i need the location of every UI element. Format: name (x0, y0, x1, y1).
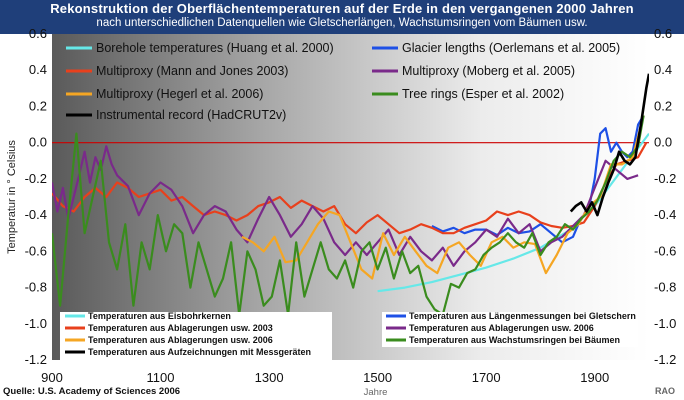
bottom-legend-label-0: Temperaturen aus Eisbohrkernen (88, 311, 231, 321)
x-axis-sublabel: Jahre (364, 387, 388, 398)
y-tick-left: 0.0 (29, 135, 47, 150)
y-tick-left: 0.6 (29, 26, 47, 41)
y-tick-left: -0.8 (25, 280, 47, 295)
y-tick-right: 0.6 (654, 26, 672, 41)
bottom-legend-label-2: Temperaturen aus Ablagerungen usw. 2003 (88, 323, 273, 333)
y-tick-right: -0.2 (654, 171, 676, 186)
x-tick-label: 1300 (255, 370, 284, 385)
x-tick-label: 1100 (147, 370, 175, 385)
x-tick-label: 900 (41, 370, 63, 385)
y-tick-right: -0.6 (654, 243, 676, 258)
title-band (0, 0, 684, 34)
credit-mark: RAO (655, 386, 675, 396)
y-tick-left: -1.0 (25, 316, 47, 331)
series-line-5 (52, 115, 645, 316)
y-tick-right: 0.2 (654, 98, 672, 113)
chart-subtitle: nach unterschiedlichen Datenquellen wie … (96, 17, 588, 29)
y-tick-left: -0.2 (25, 171, 47, 186)
x-tick-label: 1900 (580, 370, 609, 385)
x-tick-label: 1500 (363, 370, 392, 385)
legend-box-right (382, 312, 638, 347)
y-tick-right: -1.0 (654, 316, 676, 331)
y-tick-left: 0.4 (29, 62, 47, 77)
bottom-legend-label-6: Temperaturen aus Aufzeichnungen mit Mess… (88, 347, 311, 357)
y-tick-left: -1.2 (25, 352, 47, 367)
plot-background (52, 34, 649, 360)
y-tick-left: 0.2 (29, 98, 47, 113)
chart-title: Rekonstruktion der Oberflächentemperatur… (50, 1, 634, 16)
bottom-legend-label-4: Temperaturen aus Ablagerungen usw. 2006 (88, 335, 273, 345)
legend-label-4: Multiproxy (Hegerl et al. 2006) (96, 87, 263, 101)
y-tick-left: -0.4 (25, 207, 47, 222)
bottom-legend-label-3: Temperaturen aus Ablagerungen usw. 2006 (409, 323, 594, 333)
y-tick-right: 0.4 (654, 62, 672, 77)
series-group (52, 73, 649, 316)
legend-label-2: Multiproxy (Mann and Jones 2003) (96, 64, 288, 78)
y-axis-label: Temperatur in ° Celsius (6, 140, 18, 254)
y-tick-right: -0.4 (654, 207, 676, 222)
bottom-legend-label-5: Temperaturen aus Wachstumsringen bei Bäu… (409, 335, 620, 345)
legend-label-0: Borehole temperatures (Huang et al. 2000… (96, 41, 334, 55)
y-tick-left: -0.6 (25, 243, 47, 258)
legend-label-3: Multiproxy (Moberg et al. 2005) (402, 64, 575, 78)
series-line-1 (431, 114, 645, 244)
bottom-legend-label-1: Temperaturen aus Längenmessungen bei Gle… (409, 311, 636, 321)
y-tick-right: 0.0 (654, 135, 672, 150)
legend-label-6: Instrumental record (HadCRUT2v) (96, 108, 286, 122)
legend-box-left (60, 312, 332, 360)
x-tick-label: 1700 (472, 370, 501, 385)
series-line-6 (569, 73, 649, 217)
legend-label-1: Glacier lengths (Oerlemans et al. 2005) (402, 41, 620, 55)
y-tick-right: -0.8 (654, 280, 676, 295)
series-line-3 (52, 145, 639, 267)
source-note: Quelle: U.S. Academy of Sciences 2006 (3, 386, 181, 397)
legend-label-5: Tree rings (Esper et al. 2002) (402, 87, 564, 101)
y-tick-right: -1.2 (654, 352, 676, 367)
